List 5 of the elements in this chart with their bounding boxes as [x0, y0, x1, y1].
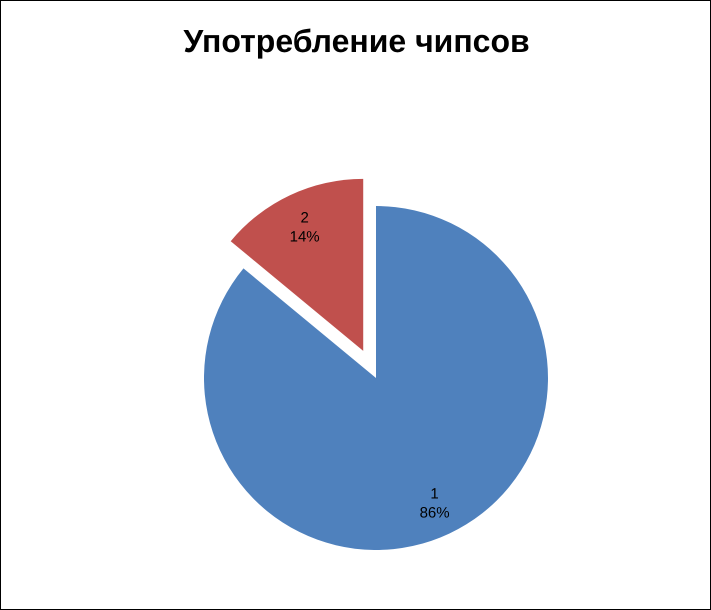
slice-label: 1	[430, 486, 439, 503]
slice-label: 2	[300, 209, 309, 226]
data-label: 86%	[420, 504, 450, 522]
chart-title: Употребление чипсов	[182, 22, 531, 60]
data-label: 14%	[290, 228, 320, 246]
